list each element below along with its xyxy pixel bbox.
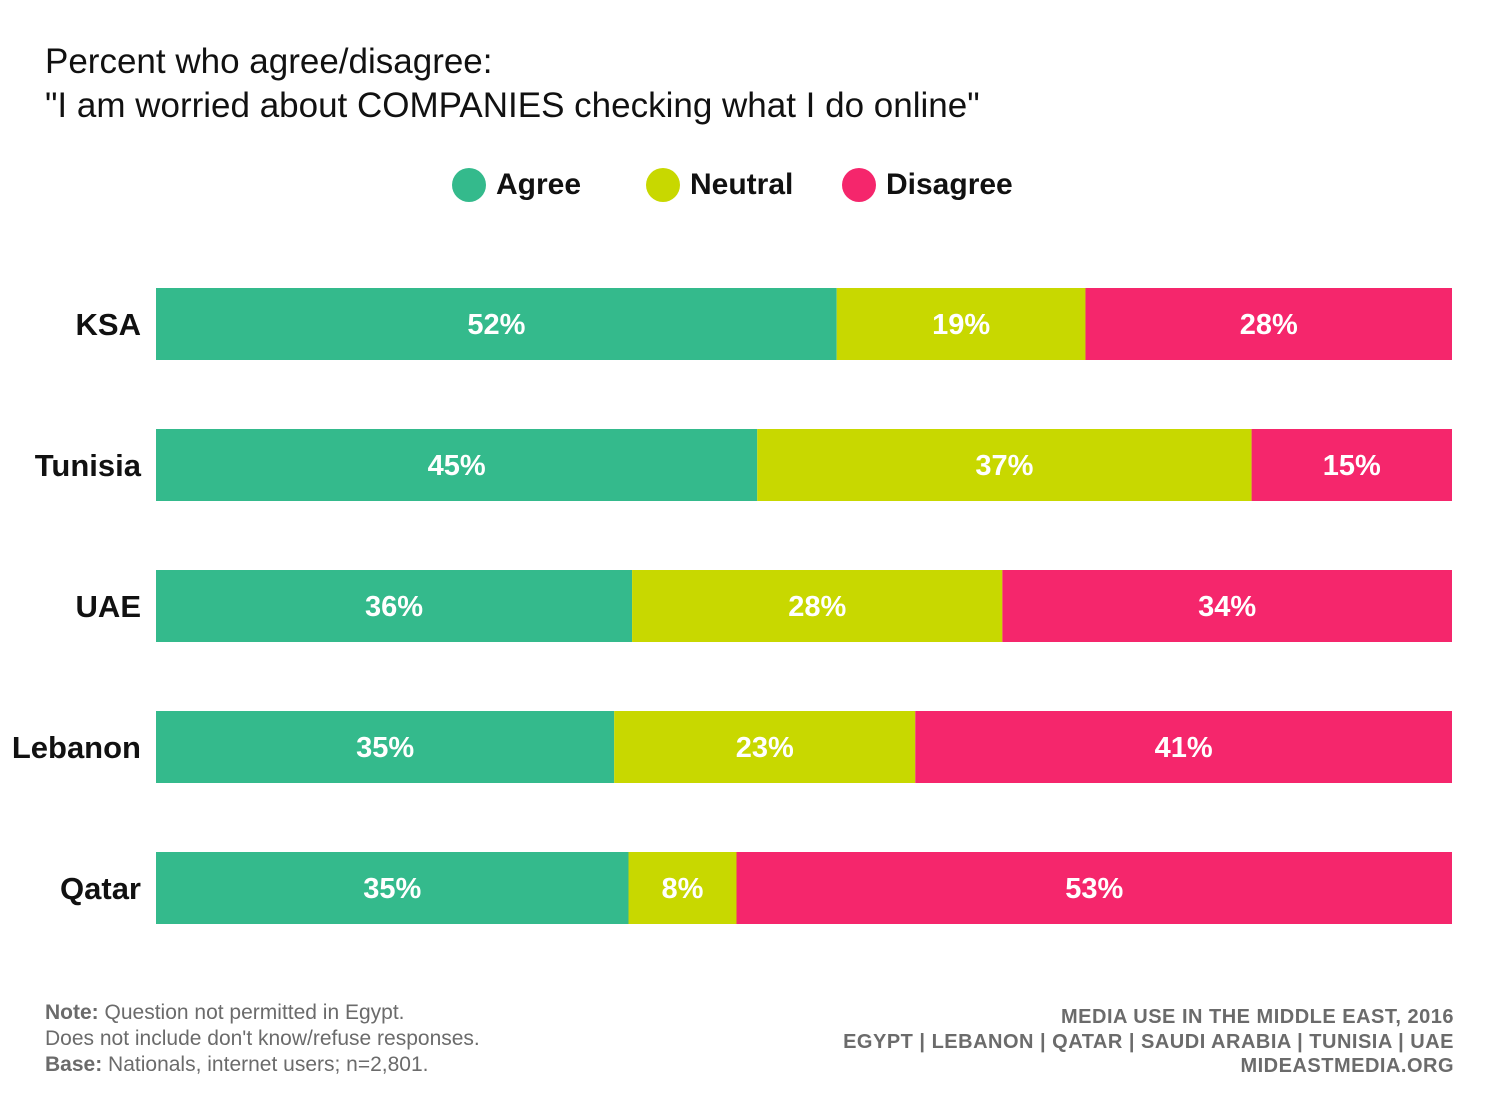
chart-title-line1: Percent who agree/disagree: — [45, 42, 493, 81]
legend-item-neutral: Neutral — [646, 163, 793, 207]
data-label-ksa-neutral: 19% — [932, 309, 990, 341]
data-label-uae-neutral: 28% — [788, 591, 846, 623]
data-label-uae-agree: 36% — [365, 591, 423, 623]
bar-qatar-disagree — [736, 852, 1452, 924]
data-label-tunisia-disagree: 15% — [1323, 450, 1381, 482]
base-label: Base: — [45, 1053, 103, 1076]
stacked-bar-chart: KSA 52% 19% 28% Tunisia 45% 37% 15% UAE 36% 28% 34%… — [12, 288, 1452, 924]
legend-swatch-neutral — [646, 168, 680, 202]
bar-uae-agree — [156, 570, 633, 642]
bar-lebanon-agree — [156, 711, 615, 783]
bar-ksa-agree — [156, 288, 837, 360]
bar-ksa-neutral — [836, 288, 1086, 360]
data-label-lebanon-neutral: 23% — [736, 732, 794, 764]
bar-ksa-disagree — [1085, 288, 1452, 360]
legend-label-neutral: Neutral — [690, 168, 794, 201]
data-label-ksa-disagree: 28% — [1240, 309, 1298, 341]
footnote-base: Base: Nationals, internet users; n=2,801… — [45, 1052, 480, 1078]
source-line-2: EGYPT | LEBANON | QATAR | SAUDI ARABIA |… — [843, 1030, 1454, 1053]
category-label-ksa: KSA — [76, 307, 141, 342]
source-line-1: MEDIA USE IN THE MIDDLE EAST, 2016 — [1061, 1006, 1454, 1028]
data-label-tunisia-neutral: 37% — [975, 450, 1033, 482]
footnote: Note: Question not permitted in Egypt. D… — [45, 1000, 480, 1078]
legend-swatch-agree — [452, 168, 486, 202]
source-line-3: MIDEASTMEDIA.ORG — [1240, 1055, 1454, 1077]
category-label-tunisia: Tunisia — [35, 448, 142, 483]
base-text: Nationals, internet users; n=2,801. — [108, 1053, 429, 1076]
category-label-lebanon: Lebanon — [12, 730, 141, 765]
data-label-uae-disagree: 34% — [1198, 591, 1256, 623]
data-label-lebanon-disagree: 41% — [1155, 732, 1213, 764]
chart-title: Percent who agree/disagree: "I am worrie… — [45, 40, 1345, 128]
bar-uae-disagree — [1002, 570, 1452, 642]
bar-lebanon-disagree — [915, 711, 1452, 783]
data-label-qatar-agree: 35% — [363, 873, 421, 905]
bar-lebanon-neutral — [614, 711, 916, 783]
data-label-qatar-neutral: 8% — [662, 873, 704, 905]
category-label-qatar: Qatar — [60, 871, 141, 906]
legend-item-disagree: Disagree — [842, 163, 1013, 207]
data-label-tunisia-agree: 45% — [428, 450, 486, 482]
note-text: Question not permitted in Egypt. — [104, 1001, 405, 1024]
data-label-lebanon-agree: 35% — [356, 732, 414, 764]
footnote-note: Note: Question not permitted in Egypt. — [45, 1000, 480, 1026]
source-credit: MEDIA USE IN THE MIDDLE EAST, 2016 EGYPT… — [843, 1005, 1454, 1079]
category-label-uae: UAE — [76, 589, 141, 624]
data-label-ksa-agree: 52% — [467, 309, 525, 341]
legend-swatch-disagree — [842, 168, 876, 202]
bar-qatar-agree — [156, 852, 629, 924]
legend-label-agree: Agree — [496, 168, 582, 201]
bar-tunisia-agree — [156, 429, 758, 501]
note-label: Note: — [45, 1001, 99, 1024]
chart-subtitle: "I am worried about COMPANIES checking w… — [45, 86, 980, 125]
data-label-qatar-disagree: 53% — [1065, 873, 1123, 905]
bar-tunisia-disagree — [1251, 429, 1452, 501]
bar-qatar-neutral — [628, 852, 737, 924]
footnote-note-line2: Does not include don't know/refuse respo… — [45, 1027, 480, 1050]
legend-item-agree: Agree — [452, 163, 581, 207]
legend: Agree Neutral Disagree — [0, 163, 1500, 207]
bar-tunisia-neutral — [757, 429, 1252, 501]
bar-uae-neutral — [632, 570, 1003, 642]
legend-label-disagree: Disagree — [886, 168, 1013, 201]
